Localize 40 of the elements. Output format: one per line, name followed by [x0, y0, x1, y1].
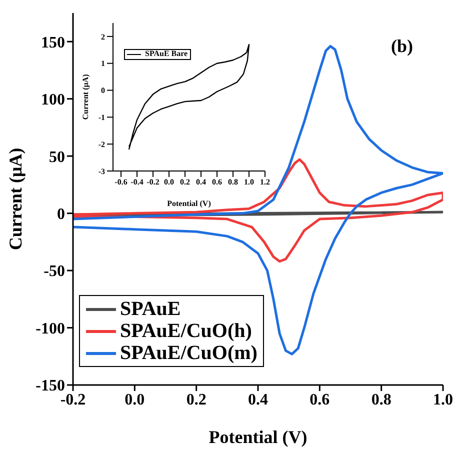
legend-label: SPAuE Bare: [145, 49, 188, 59]
x-tick-label: 0.0: [164, 178, 174, 187]
y-tick-label: -100: [36, 320, 65, 338]
x-tick-label: 0.2: [180, 178, 190, 187]
x-axis-title: Potential (V): [208, 427, 308, 447]
x-tick-label: 0.6: [212, 178, 222, 187]
line-series: [128, 44, 250, 150]
legend-label: SPAuE/CuO(m): [120, 342, 258, 364]
x-tick-label: -0.6: [114, 178, 128, 187]
y-tick-label: 2: [101, 32, 105, 42]
x-tick-label: 0.8: [371, 391, 392, 408]
x-tick-label: -0.4: [130, 178, 144, 187]
y-tick-label: -2: [98, 140, 105, 149]
x-tick-label: -0.2: [146, 178, 160, 187]
y-tick-label: 100: [41, 92, 65, 109]
legend: SPAuE Bare: [124, 49, 191, 60]
y-tick-label: 50: [49, 148, 65, 166]
x-tick-label: 0.8: [228, 178, 238, 187]
y-tick-label: -3: [98, 166, 105, 176]
y-axis-title: Current (μA): [80, 74, 90, 120]
x-tick-label: 0.4: [248, 391, 268, 408]
x-axis-title: Potential (V): [167, 199, 212, 208]
x-tick-label: 0.4: [196, 178, 206, 187]
x-tick-label: 0.2: [186, 391, 206, 408]
x-tick-label: 0.6: [310, 391, 330, 408]
y-tick-label: 150: [41, 34, 65, 52]
line-series: [73, 158, 443, 263]
y-tick-label: -50: [44, 263, 65, 280]
x-tick-label: 0.0: [124, 391, 145, 408]
x-tick-label: 1.0: [244, 178, 254, 187]
y-tick-label: 1: [101, 59, 105, 68]
x-tick-label: 1.2: [260, 178, 270, 187]
y-axis-title: Current (μA): [5, 148, 26, 250]
annotation: (b): [391, 36, 413, 57]
y-tick-label: 0: [101, 86, 105, 96]
legend-label: SPAuE/CuO(h): [120, 320, 252, 342]
x-tick-label: 1.0: [433, 391, 453, 408]
legend-label: SPAuE: [120, 298, 181, 320]
y-tick-label: 0: [57, 206, 65, 223]
y-tick-label: -1: [98, 113, 105, 122]
